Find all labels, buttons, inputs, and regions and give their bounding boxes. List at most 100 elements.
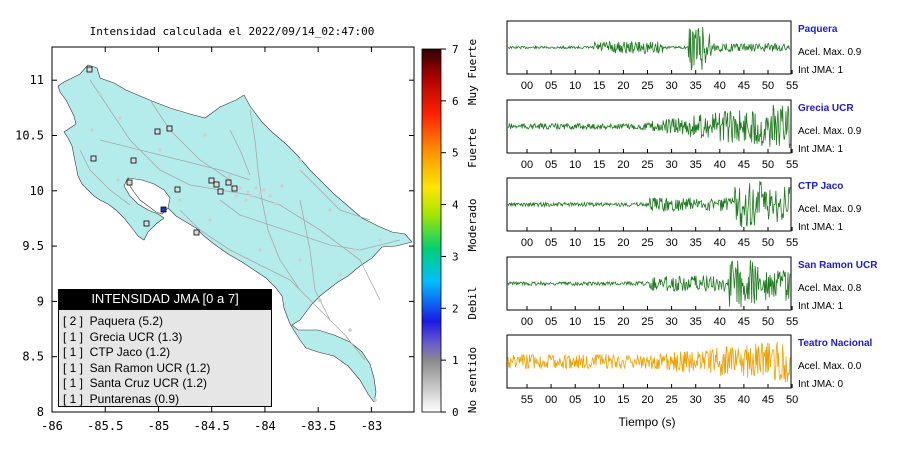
map-x-tick-label: -86 [41, 419, 63, 433]
seismogram-panel: 00 05 10 15 20 25 30 35 40 45 50 55 [506, 256, 798, 328]
legend-item: [ 1 ] Puntarenas (0.9) [63, 391, 180, 406]
trace-tick-label: 20 [617, 80, 629, 92]
trace-tick-label: 30 [690, 394, 702, 406]
map-y-tick-label: 9.5 [22, 239, 44, 253]
colorbar-label: Muy Fuerte [466, 39, 479, 105]
trace-tick-label: 00 [521, 159, 533, 171]
intensity-colorbar [421, 48, 442, 413]
trace-tick-label: 50 [762, 237, 774, 249]
trace-tick-label: 15 [593, 159, 605, 171]
legend-item: [ 2 ] Paquera (5.2) [63, 314, 164, 328]
trace-tick-label: 55 [786, 80, 798, 92]
trace-tick-label: 50 [762, 80, 774, 92]
seismogram-panel: 55 00 05 10 15 20 25 30 35 40 45 50 [506, 334, 798, 406]
seismogram-panel: 00 05 10 15 20 25 30 35 40 45 50 55 [506, 99, 798, 171]
trace-tick-label: 25 [641, 237, 653, 249]
trace-tick-label: 20 [617, 316, 629, 328]
station-int: Int JMA: 1 [798, 222, 844, 233]
map-y-tick-label: 8 [37, 405, 44, 419]
seismogram-trace [507, 181, 791, 228]
trace-tick-label: 55 [521, 394, 533, 406]
station-int: Int JMA: 1 [798, 144, 844, 155]
trace-tick-label: 35 [714, 394, 726, 406]
trace-tick-label: 30 [665, 237, 677, 249]
station-acel: Acel. Max. 0.9 [798, 126, 862, 137]
trace-tick-label: 20 [641, 394, 653, 406]
trace-tick-label: 30 [665, 316, 677, 328]
trace-tick-label: 45 [738, 159, 750, 171]
station-name: Teatro Nacional [798, 338, 873, 349]
trace-tick-label: 40 [738, 394, 750, 406]
trace-tick-label: 25 [641, 159, 653, 171]
trace-tick-label: 15 [593, 80, 605, 92]
colorbar-tick-label: 1 [452, 354, 459, 367]
trace-tick-label: 25 [641, 80, 653, 92]
legend-item: [ 1 ] San Ramon UCR (1.2) [63, 360, 211, 375]
trace-tick-label: 05 [545, 80, 557, 92]
station-name: CTP Jaco [798, 181, 844, 192]
station-acel: Acel. Max. 0.9 [798, 204, 862, 215]
station-int: Int JMA: 1 [798, 301, 844, 312]
trace-tick-label: 45 [738, 237, 750, 249]
map-y-tick-label: 11 [30, 73, 44, 87]
trace-tick-label: 05 [545, 316, 557, 328]
seismogram-trace [507, 26, 791, 71]
trace-tick-label: 25 [641, 316, 653, 328]
station-name: Grecia UCR [798, 103, 854, 114]
station-acel: Acel. Max. 0.9 [798, 47, 862, 58]
trace-tick-label: 10 [593, 394, 605, 406]
colorbar-tick-label: 3 [452, 250, 459, 263]
trace-tick-label: 55 [786, 159, 798, 171]
map-y-tick-label: 8.5 [22, 350, 44, 364]
map-y-axis: 8 8.5 9 9.5 10 10.5 11 [15, 73, 414, 419]
seismogram-trace [507, 260, 791, 308]
trace-tick-label: 15 [593, 316, 605, 328]
trace-tick-label: 00 [521, 237, 533, 249]
trace-tick-label: 10 [569, 237, 581, 249]
station-acel: Acel. Max. 0.8 [798, 283, 862, 294]
seismogram-panels: 00 05 10 15 20 25 30 35 40 45 50 55 00 05 10 15 20 25 30 35… [506, 20, 798, 406]
trace-tick-label: 00 [521, 316, 533, 328]
seismogram-panel: 00 05 10 15 20 25 30 35 40 45 50 55 [506, 177, 798, 249]
colorbar-tick-label: 6 [452, 95, 459, 108]
seismogram-trace [507, 104, 791, 148]
colorbar-tick-label: 0 [452, 406, 459, 419]
trace-tick-label: 15 [593, 237, 605, 249]
trace-tick-label: 20 [617, 159, 629, 171]
costa-rica-land [57, 64, 413, 403]
trace-tick-label: 20 [617, 237, 629, 249]
station-int: Int JMA: 1 [798, 65, 844, 76]
trace-tick-label: 50 [762, 159, 774, 171]
map-x-axis: -86 -85.5 -85 -84.5 -84 -83.5 -83 [41, 47, 382, 433]
colorbar-tick-label: 2 [452, 302, 459, 315]
legend-box: [ 2 ] Paquera (5.2) [ 1 ] Grecia UCR (1.… [58, 309, 272, 407]
map-x-tick-label: -84.5 [194, 419, 230, 433]
colorbar-tick-label: 5 [452, 147, 459, 160]
trace-tick-label: 00 [521, 80, 533, 92]
map-y-tick-label: 10 [30, 184, 44, 198]
trace-tick-label: 45 [762, 394, 774, 406]
map-x-tick-label: -83.5 [300, 419, 336, 433]
trace-tick-label: 45 [738, 80, 750, 92]
trace-tick-label: 05 [545, 237, 557, 249]
legend-item: [ 1 ] CTP Jaco (1.2) [63, 345, 171, 359]
station-acel: Acel. Max. 0.0 [798, 361, 862, 372]
colorbar-tick-label: 7 [452, 43, 459, 56]
trace-tick-label: 55 [786, 237, 798, 249]
map-x-tick-label: -84 [254, 419, 276, 433]
seismogram-trace [507, 342, 791, 383]
trace-tick-label: 05 [569, 394, 581, 406]
legend-title: INTENSIDAD JMA [0 a 7] [58, 289, 272, 309]
trace-tick-label: 35 [690, 316, 702, 328]
trace-tick-label: 40 [714, 80, 726, 92]
trace-tick-label: 10 [569, 159, 581, 171]
trace-tick-label: 40 [714, 316, 726, 328]
station-int: Int JMA: 0 [798, 379, 844, 390]
station-name: San Ramon UCR [798, 260, 878, 271]
trace-tick-label: 55 [786, 316, 798, 328]
station-name: Paquera [798, 24, 838, 35]
trace-tick-label: 50 [762, 316, 774, 328]
trace-tick-label: 00 [545, 394, 557, 406]
trace-tick-label: 10 [569, 316, 581, 328]
map-y-tick-label: 9 [37, 294, 44, 308]
